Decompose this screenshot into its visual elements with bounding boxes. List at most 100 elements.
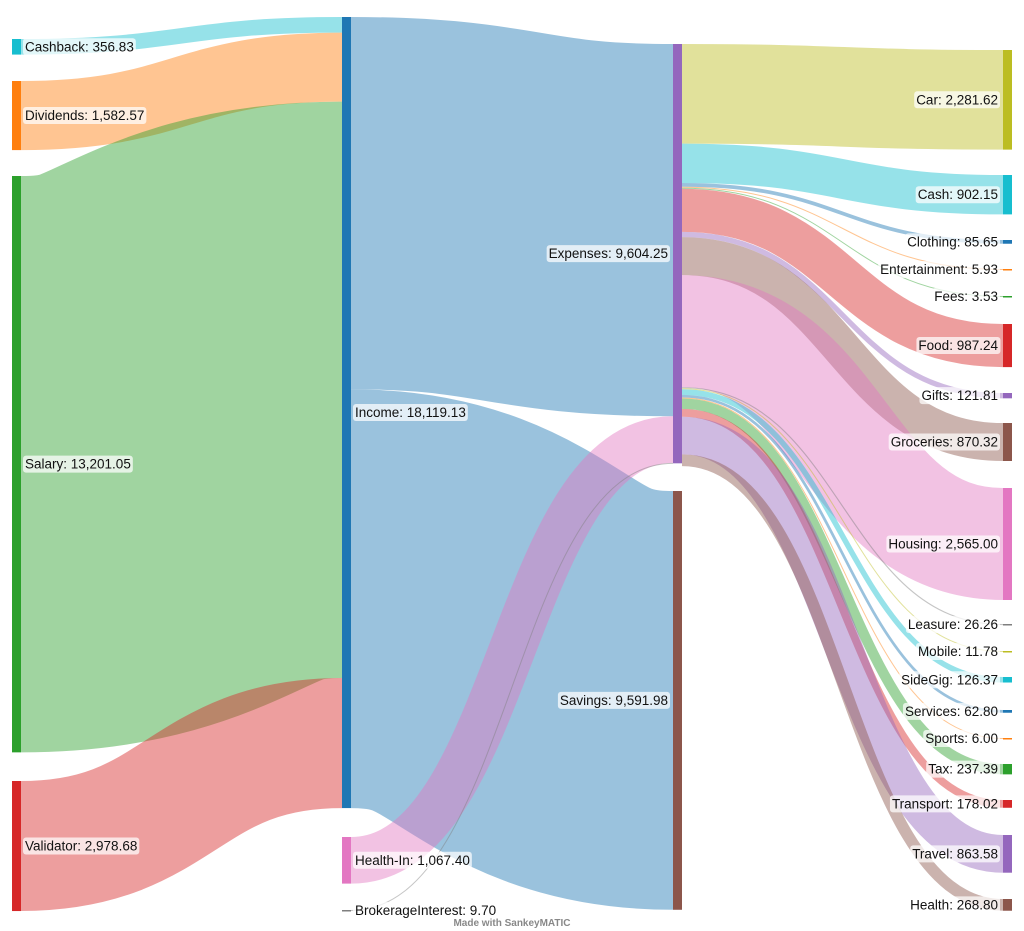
- node-gifts: [1003, 393, 1012, 399]
- credit-text: Made with SankeyMATIC: [453, 918, 570, 929]
- label-background: [916, 337, 1001, 355]
- node-label-group-groceries: Groceries: 870.32: [888, 433, 1000, 451]
- node-fees: [1003, 296, 1012, 298]
- node-label-dividends: Dividends: 1,582.57: [25, 108, 144, 123]
- node-tax: [1003, 764, 1012, 775]
- node-label-group-cash: Cash: 902.15: [915, 186, 1000, 204]
- node-savings: [673, 491, 682, 910]
- node-label-housing: Housing: 2,565.00: [888, 536, 998, 551]
- label-background: [926, 760, 1000, 778]
- flow-expenses-to-health: [681, 454, 1004, 911]
- node-label-sidegig: SideGig: 126.37: [901, 672, 998, 687]
- node-label-expenses: Expenses: 9,604.25: [549, 246, 668, 261]
- node-label-fees: Fees: 3.53: [934, 289, 998, 304]
- flow-healthin-to-expenses: [349, 416, 675, 884]
- label-layer: Cashback: 356.83 Dividends: 1,582.57 Salar…: [23, 38, 1001, 919]
- label-background: [910, 845, 1000, 863]
- node-income: [342, 17, 351, 809]
- label-background: [908, 896, 1000, 914]
- node-label-group-food: Food: 987.24: [916, 337, 1001, 355]
- label-background: [546, 245, 670, 263]
- node-label-group-expenses: Expenses: 9,604.25: [546, 245, 670, 263]
- node-label-brokerage: BrokerageInterest: 9.70: [355, 903, 496, 918]
- node-label-income: Income: 18,119.13: [355, 405, 466, 420]
- label-background: [878, 261, 1000, 278]
- node-transport: [1003, 800, 1012, 808]
- flow-layer: [14, 17, 1006, 912]
- node-housing: [1003, 488, 1012, 600]
- node-label-group-sports: Sports: 6.00: [923, 730, 1000, 747]
- node-label-clothing: Clothing: 85.65: [907, 234, 998, 249]
- flow-brokerage-to-expenses: [350, 462, 674, 911]
- flow-expenses-to-leasure: [681, 387, 1004, 626]
- node-cash: [1003, 175, 1012, 215]
- flow-expenses-to-mobile: [681, 388, 1004, 652]
- label-background: [905, 616, 1000, 634]
- node-label-group-tax: Tax: 237.39: [926, 760, 1000, 778]
- node-label-groceries: Groceries: 870.32: [891, 434, 998, 449]
- node-label-group-services: Services: 62.80: [902, 702, 1000, 720]
- node-label-savings: Savings: 9,591.98: [560, 693, 668, 708]
- node-healthin: [342, 837, 351, 884]
- node-label-healthin: Health-In: 1,067.40: [355, 853, 470, 868]
- node-groceries: [1003, 423, 1012, 461]
- flow-expenses-to-tax: [681, 398, 1004, 775]
- node-label-group-mobile: Mobile: 11.78: [915, 643, 1000, 660]
- node-label-group-brokerage: BrokerageInterest: 9.70: [353, 902, 499, 919]
- label-background: [23, 837, 140, 855]
- label-background: [353, 902, 499, 919]
- node-entertain: [1003, 269, 1012, 271]
- node-label-gifts: Gifts: 121.81: [921, 388, 998, 403]
- node-label-group-transport: Transport: 178.02: [889, 795, 1000, 813]
- node-health: [1003, 899, 1012, 911]
- node-sports: [1003, 738, 1012, 740]
- node-label-salary: Salary: 13,201.05: [25, 457, 131, 472]
- node-label-cash: Cash: 902.15: [918, 187, 998, 202]
- node-label-group-entertain: Entertainment: 5.93: [878, 261, 1000, 278]
- label-background: [353, 851, 472, 869]
- node-services: [1003, 710, 1012, 713]
- flow-validator-to-income: [19, 678, 344, 912]
- label-background: [888, 433, 1000, 451]
- node-label-car: Car: 2,281.62: [916, 92, 998, 107]
- node-salary: [12, 176, 21, 753]
- node-label-group-validator: Validator: 2,978.68: [23, 837, 140, 855]
- node-leasure: [1003, 624, 1012, 626]
- node-label-group-savings: Savings: 9,591.98: [557, 691, 670, 709]
- node-brokerage: [342, 910, 351, 912]
- flow-expenses-to-sidegig: [681, 389, 1004, 683]
- node-dividends: [12, 81, 21, 151]
- label-background: [919, 387, 1000, 405]
- node-layer: [12, 17, 1012, 912]
- flow-expenses-to-groceries: [681, 237, 1004, 461]
- label-background: [23, 38, 136, 56]
- node-label-sports: Sports: 6.00: [925, 731, 998, 746]
- node-label-group-car: Car: 2,281.62: [914, 91, 1000, 109]
- node-label-group-housing: Housing: 2,565.00: [886, 535, 1000, 553]
- node-mobile: [1003, 651, 1012, 653]
- node-label-validator: Validator: 2,978.68: [25, 839, 137, 854]
- node-expenses: [673, 44, 682, 464]
- node-label-group-income: Income: 18,119.13: [353, 404, 468, 422]
- label-background: [915, 186, 1000, 204]
- label-background: [899, 671, 1000, 689]
- node-car: [1003, 50, 1012, 150]
- node-travel: [1003, 835, 1012, 873]
- node-label-group-fees: Fees: 3.53: [932, 288, 1000, 305]
- node-label-group-gifts: Gifts: 121.81: [919, 387, 1000, 405]
- node-label-cashback: Cashback: 356.83: [25, 39, 134, 54]
- node-label-entertain: Entertainment: 5.93: [880, 262, 998, 277]
- node-label-group-cashback: Cashback: 356.83: [23, 38, 136, 56]
- flow-expenses-to-travel: [680, 416, 1005, 873]
- node-cashback: [12, 39, 21, 55]
- label-background: [23, 455, 133, 473]
- node-clothing: [1003, 240, 1012, 244]
- flow-salary-to-income: [14, 101, 349, 753]
- label-background: [915, 643, 1000, 660]
- node-label-group-sidegig: SideGig: 126.37: [899, 671, 1000, 689]
- node-label-group-healthin: Health-In: 1,067.40: [353, 851, 472, 869]
- node-label-group-clothing: Clothing: 85.65: [905, 233, 1000, 251]
- flow-expenses-to-transport: [681, 408, 1004, 808]
- flow-expenses-to-housing: [679, 275, 1006, 600]
